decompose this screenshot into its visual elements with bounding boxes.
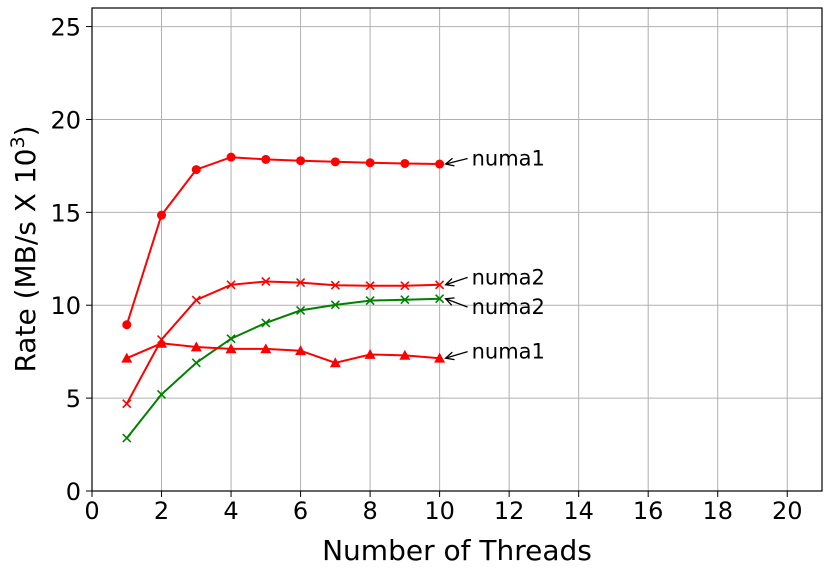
annotation-arrowhead bbox=[444, 297, 455, 306]
y-tick-label: 5 bbox=[66, 385, 81, 413]
data-point bbox=[364, 348, 376, 359]
data-point bbox=[157, 210, 167, 220]
annotation-label: numa2 bbox=[472, 265, 545, 289]
series-1 bbox=[122, 152, 445, 330]
data-point bbox=[330, 300, 340, 310]
annotation-arrow bbox=[445, 298, 468, 308]
data-point bbox=[226, 334, 236, 344]
annotation-arrow bbox=[445, 276, 468, 286]
data-point bbox=[225, 343, 237, 354]
series-2 bbox=[122, 276, 445, 409]
annotation: numa2 bbox=[444, 265, 545, 289]
data-point bbox=[400, 295, 410, 305]
annotation: numa1 bbox=[444, 146, 545, 170]
x-tick-label: 4 bbox=[223, 497, 238, 525]
data-point bbox=[122, 433, 132, 443]
x-tick-label: 14 bbox=[563, 497, 594, 525]
data-point bbox=[330, 280, 340, 290]
data-point bbox=[365, 281, 375, 291]
x-axis-label: Number of Threads bbox=[322, 534, 592, 567]
series-group bbox=[121, 152, 446, 443]
data-point bbox=[191, 165, 201, 175]
x-tick-label: 2 bbox=[154, 497, 169, 525]
y-tick-label: 20 bbox=[50, 106, 81, 134]
x-tick-label: 8 bbox=[362, 497, 377, 525]
data-point bbox=[435, 280, 445, 290]
annotation-label: numa1 bbox=[472, 340, 545, 364]
y-axis-label-close: ) bbox=[9, 125, 42, 136]
y-tick-label: 15 bbox=[50, 199, 81, 227]
data-point bbox=[261, 276, 271, 287]
data-point bbox=[365, 158, 375, 168]
grid bbox=[91, 8, 822, 492]
data-point bbox=[400, 158, 410, 168]
data-point bbox=[226, 152, 236, 162]
data-point bbox=[296, 305, 306, 315]
data-point bbox=[122, 320, 132, 330]
y-axis-label: Rate (MB/s X 103) bbox=[7, 125, 42, 372]
data-point bbox=[226, 280, 236, 290]
plot-frame bbox=[91, 7, 823, 492]
data-point bbox=[122, 399, 132, 409]
series-3 bbox=[122, 294, 445, 443]
data-point bbox=[434, 352, 446, 363]
data-point bbox=[190, 341, 202, 352]
y-axis-label-main: Rate (MB/s X 10 bbox=[9, 149, 42, 373]
x-tick-label: 12 bbox=[494, 497, 525, 525]
data-point bbox=[296, 278, 306, 288]
series-line bbox=[125, 156, 440, 326]
data-point bbox=[191, 358, 201, 368]
data-point bbox=[261, 154, 271, 164]
data-point bbox=[296, 156, 306, 166]
data-point bbox=[435, 159, 445, 169]
tick-labels: 0 2 4 6 8 10 12 14 16 18 20 0 5 10 15 20 25 bbox=[50, 14, 802, 525]
data-point bbox=[295, 345, 307, 356]
x-tick-label: 10 bbox=[424, 497, 455, 525]
x-tick-label: 20 bbox=[772, 497, 803, 525]
annotations: numa1 numa2 numa2 numa1 bbox=[444, 146, 545, 364]
y-tick-label: 25 bbox=[50, 14, 81, 42]
x-tick-label: 0 bbox=[84, 497, 99, 525]
annotation: numa2 bbox=[444, 295, 545, 319]
annotation-arrow bbox=[445, 157, 468, 165]
data-point bbox=[435, 294, 445, 304]
series-line bbox=[126, 342, 440, 364]
annotation: numa1 bbox=[444, 340, 545, 364]
series-line bbox=[125, 280, 440, 405]
annotation-arrow bbox=[445, 351, 468, 359]
annotation-arrowhead bbox=[444, 278, 455, 287]
data-point bbox=[156, 389, 167, 399]
series-line bbox=[126, 297, 440, 439]
data-point bbox=[329, 357, 341, 368]
data-point bbox=[260, 343, 272, 354]
data-point bbox=[330, 157, 340, 167]
y-axis-label-superscript: 3 bbox=[7, 136, 29, 148]
y-tick-label: 10 bbox=[50, 292, 81, 320]
data-point bbox=[121, 352, 133, 363]
data-point bbox=[191, 295, 201, 305]
annotation-label: numa2 bbox=[472, 295, 545, 319]
data-point bbox=[400, 281, 410, 291]
x-tick-label: 6 bbox=[293, 497, 308, 525]
annotation-arrowhead bbox=[444, 351, 455, 361]
annotation-arrowhead bbox=[444, 157, 455, 167]
data-point bbox=[261, 318, 271, 328]
x-tick-label: 18 bbox=[702, 497, 733, 525]
annotation-label: numa1 bbox=[472, 146, 545, 170]
data-point bbox=[365, 296, 375, 306]
data-point bbox=[156, 337, 168, 348]
x-tick-label: 16 bbox=[633, 497, 664, 525]
y-tick-label: 0 bbox=[66, 478, 81, 506]
series-4 bbox=[121, 337, 446, 368]
data-point bbox=[399, 349, 411, 360]
